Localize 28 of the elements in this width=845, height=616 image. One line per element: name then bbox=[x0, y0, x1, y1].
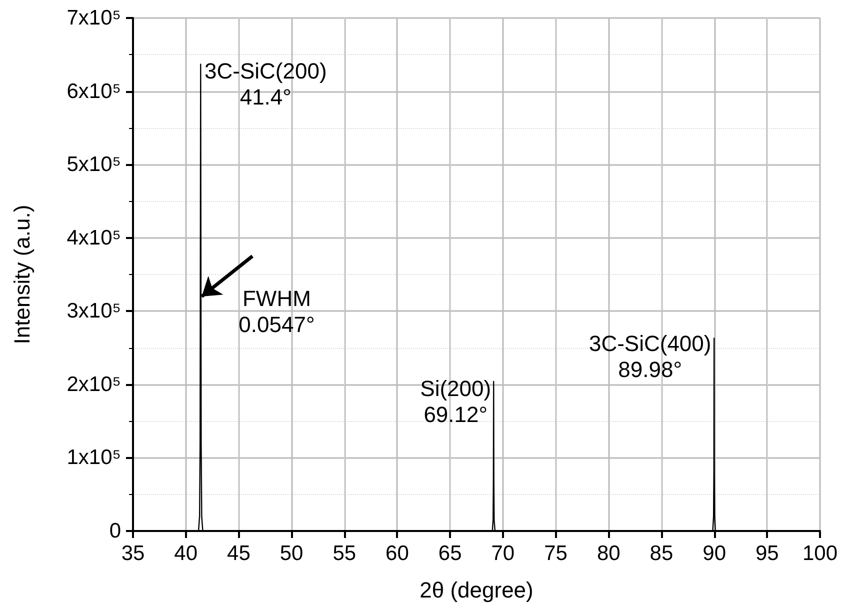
x-tick-label: 35 bbox=[121, 542, 145, 565]
x-tick-label: 80 bbox=[596, 542, 620, 565]
y-tick-label: 2x10⁵ bbox=[66, 372, 121, 396]
x-axis-title: 2θ (degree) bbox=[420, 578, 534, 602]
y-tick-label: 1x10⁵ bbox=[66, 446, 121, 470]
x-tick-label: 75 bbox=[544, 542, 568, 565]
annotation: Si(200) 69.12° bbox=[420, 376, 492, 427]
y-tick-label: 6x10⁵ bbox=[66, 80, 121, 103]
x-tick-label: 90 bbox=[702, 542, 726, 565]
x-tick-label: 95 bbox=[755, 542, 779, 565]
y-tick-label: 0 bbox=[109, 520, 121, 542]
y-tick-label: 5x10⁵ bbox=[66, 153, 121, 176]
annotation: 3C-SiC(200) 41.4° bbox=[204, 58, 327, 110]
y-axis-title: Intensity (a.u.) bbox=[10, 204, 34, 344]
x-tick-label: 45 bbox=[227, 542, 250, 565]
x-tick-label: 60 bbox=[386, 542, 409, 565]
y-tick-label: 4x10⁵ bbox=[66, 226, 121, 250]
x-tick-label: 65 bbox=[438, 542, 462, 565]
x-tick-label: 100 bbox=[802, 542, 838, 565]
y-tick-label: 3x10⁵ bbox=[66, 300, 121, 323]
annotation: FWHM 0.0547° bbox=[238, 286, 315, 337]
x-tick-label: 50 bbox=[280, 542, 304, 565]
x-tick-label: 70 bbox=[491, 542, 515, 565]
y-tick-label: 7x10⁵ bbox=[66, 6, 121, 30]
x-tick-label: 55 bbox=[332, 542, 356, 565]
annotation: 3C-SiC(400) 89.98° bbox=[588, 330, 712, 382]
x-tick-label: 40 bbox=[174, 542, 198, 565]
x-tick-label: 85 bbox=[650, 542, 674, 565]
